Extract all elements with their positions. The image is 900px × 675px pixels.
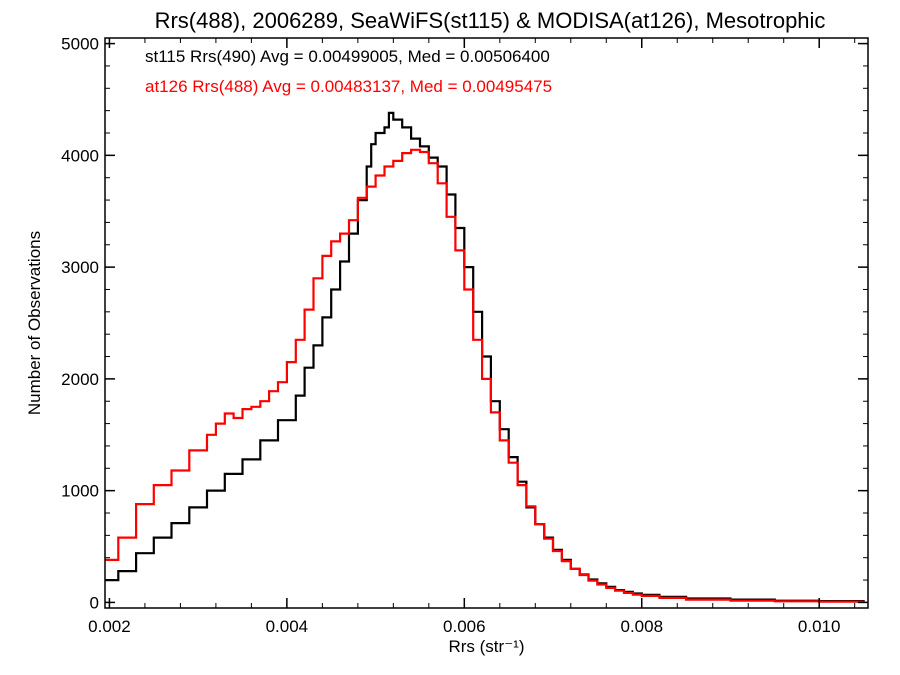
x-tick-label: 0.006	[443, 617, 486, 636]
y-tick-label: 0	[90, 593, 99, 612]
y-tick-label: 5000	[61, 35, 99, 54]
legend-entry-at126: at126 Rrs(488) Avg = 0.00483137, Med = 0…	[145, 77, 552, 96]
x-axis-ticks: 0.002 0.004 0.006 0.008 0.010	[88, 38, 856, 636]
legend-entry-st115: st115 Rrs(490) Avg = 0.00499005, Med = 0…	[145, 47, 550, 66]
chart-title: Rrs(488), 2006289, SeaWiFS(st115) & MODI…	[155, 8, 826, 33]
plot-frame	[104, 37, 869, 609]
x-axis-label: Rrs (str⁻¹)	[448, 637, 524, 656]
x-tick-label: 0.008	[620, 617, 663, 636]
y-axis-ticks: 0 1000 2000 3000 4000 5000	[61, 35, 868, 612]
x-tick-label: 0.002	[88, 617, 131, 636]
y-tick-label: 1000	[61, 482, 99, 501]
x-tick-label: 0.010	[798, 617, 841, 636]
x-tick-label: 0.004	[266, 617, 309, 636]
y-axis-label: Number of Observations	[25, 231, 44, 415]
series-line-1	[105, 148, 865, 603]
y-tick-label: 4000	[61, 146, 99, 165]
y-tick-label: 2000	[61, 370, 99, 389]
series-layer	[105, 111, 865, 603]
y-tick-label: 3000	[61, 258, 99, 277]
